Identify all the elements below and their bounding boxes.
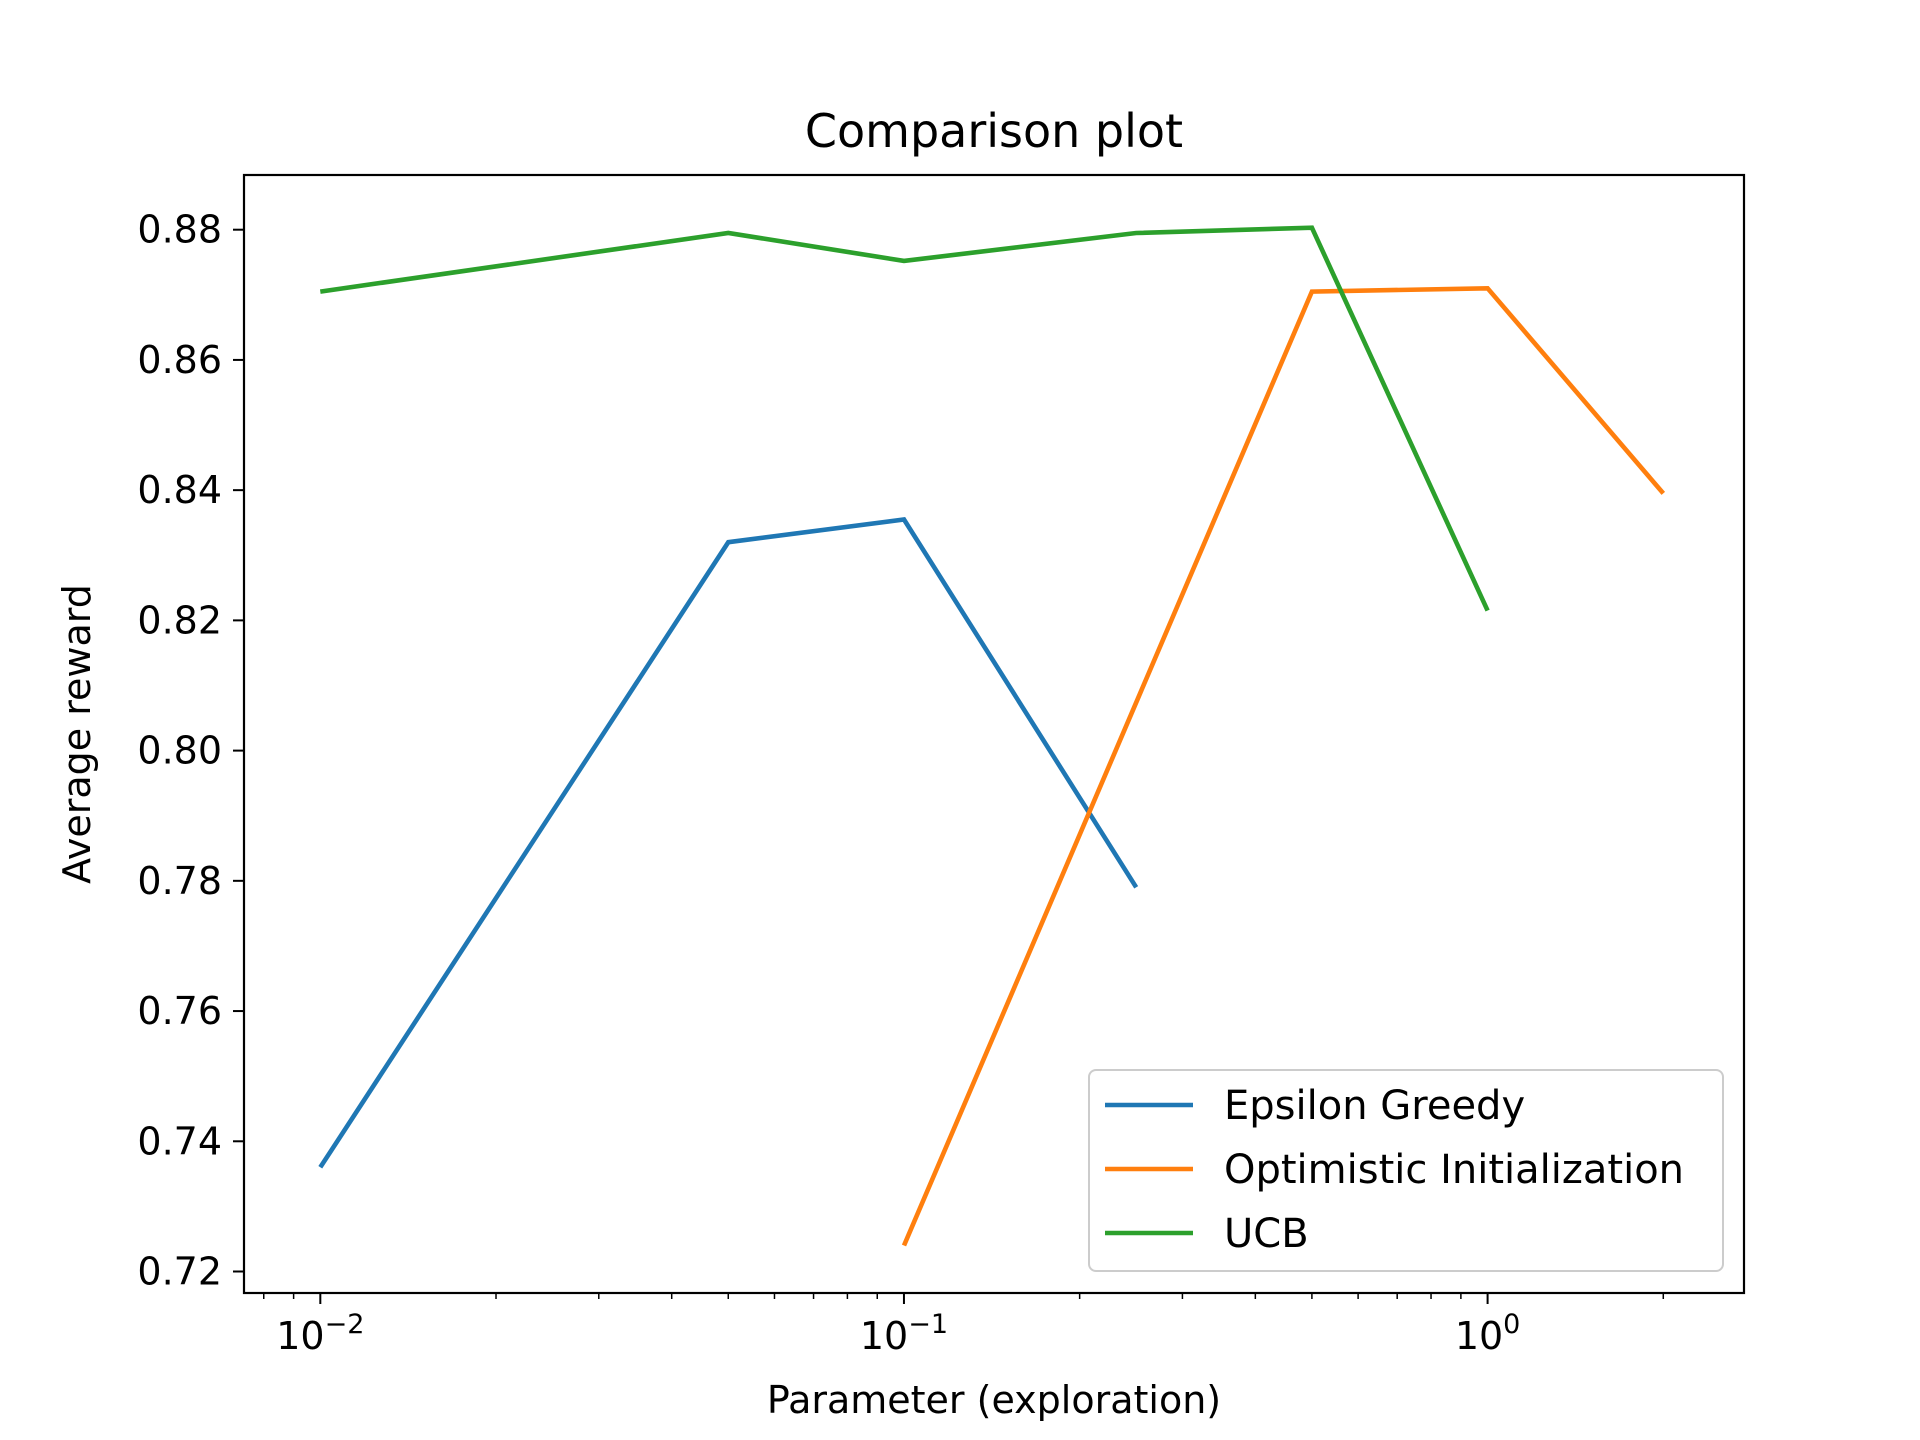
- x-tick-label: 100: [1455, 1309, 1521, 1358]
- series-line-optimistic-initialization: [901, 285, 1666, 1247]
- y-tick-label: 0.84: [137, 468, 222, 512]
- y-tick-label: 0.82: [137, 598, 222, 642]
- y-tick-label: 0.78: [137, 859, 222, 903]
- legend-label: Epsilon Greedy: [1224, 1083, 1525, 1129]
- series-layer: [318, 225, 1666, 1247]
- legend-label: UCB: [1224, 1211, 1309, 1257]
- chart-title: Comparison plot: [805, 104, 1183, 158]
- x-axis: 10−2 10−1 100: [263, 1293, 1665, 1358]
- y-tick-label: 0.72: [137, 1250, 222, 1294]
- legend: Epsilon Greedy Optimistic Initialization U…: [1088, 1069, 1724, 1272]
- y-tick-label: 0.74: [137, 1119, 222, 1163]
- y-axis-label: Average reward: [55, 584, 99, 884]
- plot-area-frame: [242, 173, 1746, 1295]
- y-tick-label: 0.76: [137, 989, 222, 1033]
- y-axis: 0.72 0.74 0.76 0.78 0.80 0.82 0.84 0.86 0.88: [137, 208, 244, 1294]
- y-tick-label: 0.80: [137, 729, 222, 773]
- x-tick-label: 10−2: [276, 1309, 364, 1358]
- series-line-epsilon-greedy: [318, 517, 1139, 1169]
- x-tick-label: 10−1: [860, 1309, 948, 1358]
- legend-frame: [1088, 1069, 1724, 1272]
- legend-label: Optimistic Initialization: [1224, 1147, 1684, 1193]
- series-line-ucb: [319, 225, 1490, 612]
- y-tick-label: 0.88: [137, 208, 222, 252]
- y-tick-label: 0.86: [137, 338, 222, 382]
- x-axis-label: Parameter (exploration): [767, 1378, 1221, 1422]
